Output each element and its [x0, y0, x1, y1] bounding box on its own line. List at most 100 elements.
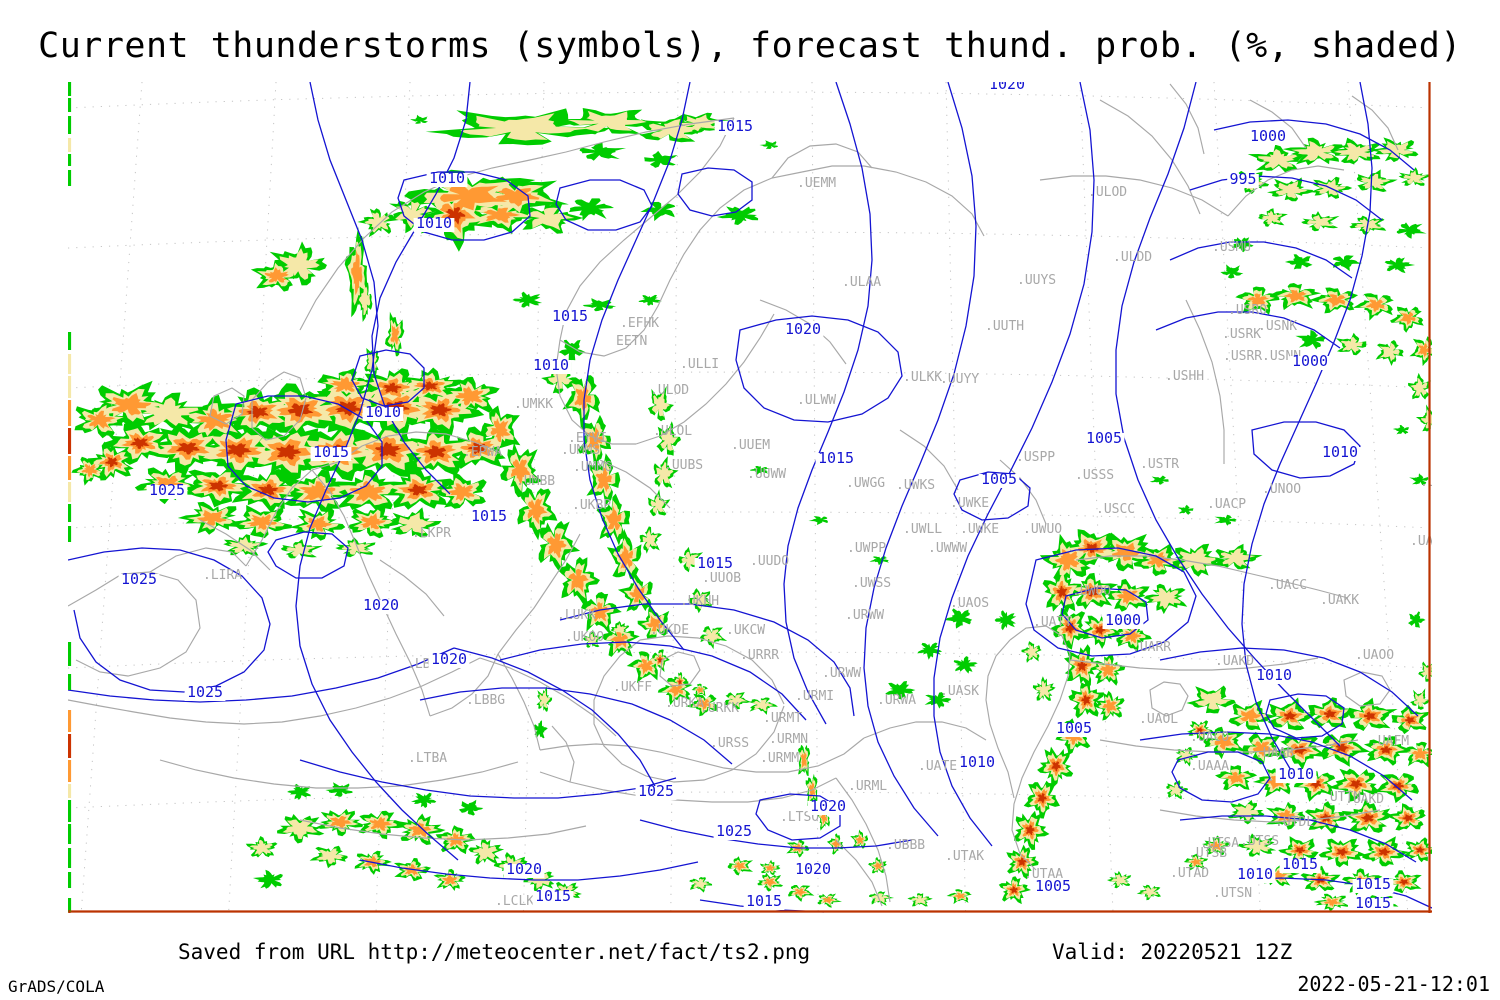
station-label: .UWKE	[950, 496, 989, 511]
station-label: .UUYY	[940, 372, 979, 387]
isobar-label: 1020	[785, 320, 821, 338]
station-label: .UWKS	[896, 478, 935, 493]
station-label: .UWWW	[928, 541, 967, 556]
isobar-label-backdrop	[360, 600, 402, 614]
station-label: .UTTN	[1322, 790, 1361, 805]
map-plot-area[interactable]: .UEMM .ULOD .ULDD .USMU .ULAA .UUYS .EFHK .USRO…	[68, 82, 1432, 913]
station-label: .UUDO	[750, 554, 789, 569]
isobar-label: 1020	[810, 797, 846, 815]
station-label: .UTSB	[1188, 846, 1227, 861]
source-url-label: Saved from URL http://meteocenter.net/fa…	[178, 940, 811, 964]
isobar-label-backdrop	[807, 801, 849, 815]
station-label: .UWKE	[960, 522, 999, 537]
isobar-label-backdrop	[978, 474, 1020, 488]
isobar-label: 1010	[429, 169, 465, 187]
station-label: .UMKK	[514, 397, 553, 412]
station-label: .UNOO	[1262, 482, 1301, 497]
station-label: .UBBB	[886, 838, 925, 853]
station-label: .EFHK	[620, 316, 659, 331]
isobar-label: 1010	[1322, 443, 1358, 461]
isobar-label-backdrop	[1234, 869, 1276, 883]
station-label: .USRK	[1222, 327, 1261, 342]
isobar-label-backdrop	[118, 574, 160, 588]
isobar-label: 1010	[1237, 865, 1273, 883]
isobar-label: 1015	[535, 887, 571, 905]
isobar-label-backdrop	[503, 864, 545, 878]
grads-brand-label: GrADS/COLA	[8, 977, 105, 996]
isobar-label-backdrop	[549, 311, 591, 325]
station-label: .LUKK	[557, 608, 596, 623]
isobar-label: 1005	[1056, 719, 1092, 737]
isobar-label: 1015	[697, 554, 733, 572]
station-label: .UTAD	[1170, 866, 1209, 881]
thunder-probability-shading	[71, 108, 1432, 913]
map-canvas[interactable]: .UEMM .ULOD .ULDD .USMU .ULAA .UUYS .EFHK .USRO…	[68, 82, 1432, 913]
isobar-label: 1015	[1355, 875, 1391, 893]
station-label: EETN	[616, 334, 647, 349]
isobar-label-backdrop	[413, 218, 455, 232]
station-label: .UAOL	[1139, 712, 1178, 727]
station-label: .LKPR	[412, 526, 451, 541]
station-label: .UUTH	[985, 319, 1024, 334]
station-label: .UTAK	[945, 849, 984, 864]
station-label: .URWW	[845, 608, 884, 623]
isobar-label: 1010	[533, 356, 569, 374]
isobar-label: 1020	[989, 82, 1025, 93]
isobar-label: 1010	[365, 403, 401, 421]
isobar-label-backdrop	[310, 447, 352, 461]
isobar-label-backdrop	[1319, 447, 1361, 461]
isobar-label-backdrop	[792, 864, 834, 878]
isobar-label-backdrop	[184, 687, 226, 701]
station-label: .UUBS	[664, 458, 703, 473]
station-label: .USTR	[1140, 457, 1179, 472]
isobar-label-backdrop	[815, 453, 857, 467]
isobar-label: 1005	[1035, 877, 1071, 895]
isobar-label: 1000	[1292, 352, 1328, 370]
station-label: .URMT	[763, 711, 802, 726]
isobar-label: 1010	[959, 753, 995, 771]
isobar-label: 1000	[1250, 127, 1286, 145]
isobar-label: 1025	[121, 570, 157, 588]
isobar-label-backdrop	[1053, 723, 1095, 737]
isobar-label: 1015	[818, 449, 854, 467]
isobar-label: 1015	[717, 117, 753, 135]
station-label: .UACP	[1207, 497, 1246, 512]
isobar-label-backdrop	[1032, 881, 1074, 895]
station-label: .URRR	[740, 648, 779, 663]
isobar-label-backdrop	[956, 757, 998, 771]
station-label: .UATT	[1033, 615, 1072, 630]
station-label: .ULAA	[842, 275, 881, 290]
station-label: .URWW	[822, 666, 861, 681]
station-label: .URKA	[665, 696, 704, 711]
isobar-label-backdrop	[362, 407, 404, 421]
station-label: .UWPP	[847, 541, 886, 556]
station-label: .UWOO	[1072, 584, 1111, 599]
isobar-label: 1005	[1086, 429, 1122, 447]
station-label: .UAFM	[1370, 734, 1409, 749]
isobar-label: 1015	[1282, 855, 1318, 873]
station-label: .UTSN	[1213, 886, 1252, 901]
station-label: .LTBA	[408, 751, 447, 766]
station-label: .UUWW	[747, 467, 786, 482]
station-label: .ULDD	[1113, 250, 1152, 265]
station-label: .UKDE	[650, 623, 689, 638]
coastlines-and-borders	[68, 83, 1399, 907]
isobar-label-backdrop	[426, 173, 468, 187]
isobar-label-backdrop	[1279, 859, 1321, 873]
station-label: .UEMM	[797, 176, 836, 191]
station-label: .USRO	[1228, 303, 1267, 318]
station-label: .UAOO	[1355, 648, 1394, 663]
station-label: .UWGG	[846, 476, 885, 491]
station-label: .LCLK	[495, 894, 534, 909]
station-label: .URSS	[710, 736, 749, 751]
station-label: .USCC	[1096, 502, 1135, 517]
isobar-label-backdrop	[1352, 879, 1394, 893]
station-label: .UACC	[1268, 578, 1307, 593]
isobar-label-backdrop	[1275, 769, 1317, 783]
isobar-label: 1015	[1355, 894, 1391, 912]
station-label: .UAKD	[1345, 792, 1384, 807]
isobar-label-backdrop	[986, 82, 1028, 93]
station-label: .UTSA	[1200, 836, 1239, 851]
station-label: .ULOD	[1088, 185, 1127, 200]
